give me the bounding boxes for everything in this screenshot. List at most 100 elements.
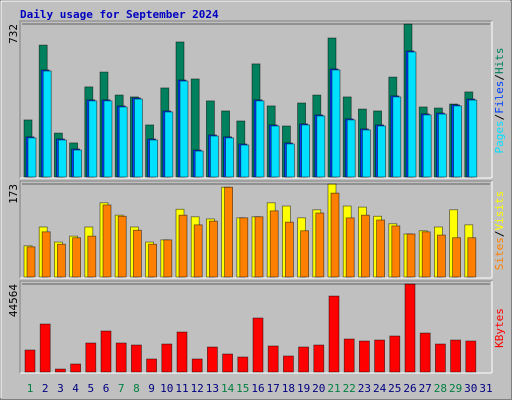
x-tick-label: 4 [72, 382, 79, 395]
legend-entry: Files [493, 81, 506, 114]
bar [85, 342, 97, 373]
bar [72, 237, 81, 278]
bar [102, 204, 112, 278]
x-tick-label: 26 [403, 382, 416, 395]
x-tick-label: 14 [221, 382, 235, 395]
legend: KBytes [493, 308, 506, 348]
bar [88, 100, 98, 178]
bar [374, 339, 386, 373]
bar [133, 98, 143, 178]
x-tick-label: 2 [42, 382, 49, 395]
bar [313, 344, 325, 373]
bar [191, 358, 203, 373]
bar [360, 214, 370, 278]
bar [284, 221, 294, 278]
x-tick-label: 10 [160, 382, 173, 395]
bar [254, 216, 264, 278]
x-tick-label: 17 [267, 382, 280, 395]
bar [209, 135, 219, 178]
bar [377, 125, 387, 178]
bar [267, 345, 279, 373]
x-tick-label: 13 [206, 382, 219, 395]
bar [73, 149, 82, 178]
bar [434, 343, 446, 373]
bar [39, 323, 51, 373]
bar [24, 349, 36, 373]
bar [115, 342, 127, 373]
bar [161, 343, 173, 373]
bar [453, 105, 463, 178]
bar [100, 330, 112, 373]
bar [194, 150, 204, 178]
legend-entry: KBytes [493, 308, 506, 348]
x-tick-label: 8 [133, 382, 140, 395]
bar [237, 356, 249, 373]
bar [468, 99, 478, 178]
x-tick-label: 1 [27, 382, 34, 395]
bar [149, 139, 159, 178]
x-tick-label: 24 [373, 382, 387, 395]
bar [406, 233, 416, 278]
x-tick-label: 29 [449, 382, 462, 395]
chart-title: Daily usage for September 2024 [20, 8, 219, 21]
x-tick-label: 5 [87, 382, 94, 395]
x-tick-label: 31 [479, 382, 492, 395]
bar [224, 186, 234, 278]
bar [148, 243, 158, 278]
bar [239, 217, 249, 278]
bar [330, 192, 340, 278]
x-tick-label: 18 [282, 382, 295, 395]
legend: Sites/Visits [493, 191, 506, 271]
legend-entry: Sites [493, 237, 506, 270]
x-tick-label: 3 [57, 382, 64, 395]
bar [315, 212, 325, 278]
bar [146, 358, 158, 373]
bar [178, 214, 188, 278]
bar [298, 346, 310, 373]
legend-entry: Pages [493, 120, 506, 153]
x-tick-label: 7 [118, 382, 125, 395]
bar [407, 51, 417, 178]
bar [345, 217, 355, 278]
bar [301, 124, 311, 178]
x-tick-label: 12 [191, 382, 204, 395]
x-tick-label: 16 [251, 382, 264, 395]
bar [87, 235, 97, 278]
bar [176, 331, 188, 373]
bar [208, 220, 218, 278]
bar [179, 80, 189, 178]
x-tick-label: 6 [103, 382, 110, 395]
x-tick-label: 28 [434, 382, 447, 395]
bar [27, 137, 37, 178]
bar [391, 225, 401, 278]
bar [328, 295, 340, 373]
bar [316, 115, 326, 178]
bar [57, 243, 66, 278]
bar [41, 231, 51, 278]
x-tick-label: 23 [358, 382, 371, 395]
bar [452, 237, 462, 278]
legend-separator: / [493, 114, 506, 121]
bar [421, 231, 431, 278]
bar [255, 100, 265, 178]
bar [130, 344, 142, 373]
bar [70, 363, 81, 373]
x-tick-label: 9 [148, 382, 155, 395]
bar [252, 317, 264, 373]
legend-entry: Visits [493, 191, 506, 231]
x-tick-label: 21 [327, 382, 340, 395]
bar [118, 106, 128, 178]
bar [343, 338, 355, 373]
bar [376, 219, 386, 278]
bar [58, 139, 67, 178]
bar [270, 125, 280, 178]
bar [225, 137, 235, 178]
bar [450, 339, 462, 373]
x-tick-label: 15 [236, 382, 249, 395]
bar [26, 246, 36, 278]
bar [465, 340, 477, 373]
x-tick-label: 20 [312, 382, 325, 395]
bar [422, 114, 432, 178]
bar [389, 335, 401, 373]
